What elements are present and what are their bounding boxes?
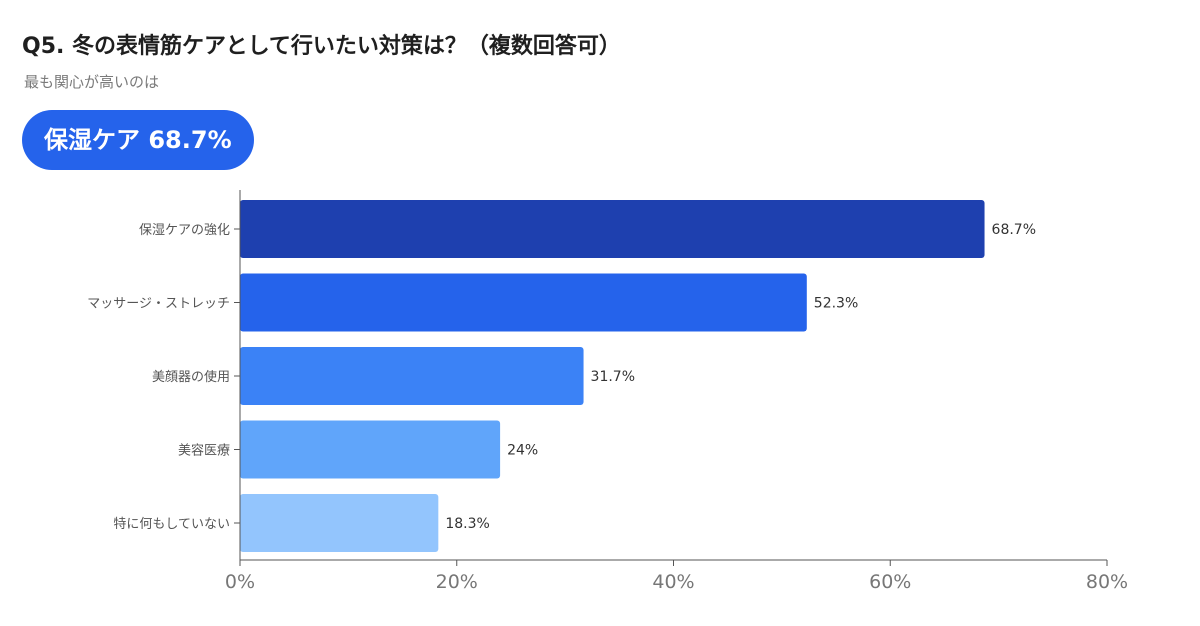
bar: [240, 420, 501, 479]
category-label: 美顔器の使用: [152, 369, 230, 385]
category-label: 特に何もしていない: [113, 516, 230, 532]
value-label: 52.3%: [814, 296, 858, 312]
value-label: 24%: [507, 443, 538, 459]
category-label: 美容医療: [178, 443, 230, 459]
bar: [240, 200, 985, 258]
bar: [240, 273, 807, 332]
value-label: 31.7%: [591, 369, 635, 385]
bar: [240, 494, 439, 552]
chart-title: Q5. 冬の表情筋ケアとして行いたい対策は？（複数回答可）: [22, 34, 621, 59]
value-label: 18.3%: [445, 516, 489, 532]
x-tick-label: 60%: [869, 571, 911, 593]
bars-layer: 68.7% 52.3% 31.7% 24% 18.3%: [240, 200, 1036, 552]
x-tick-label: 20%: [436, 571, 478, 593]
category-label: マッサージ・ストレッチ: [87, 297, 230, 312]
x-tick-label: 0%: [225, 571, 255, 593]
highlight-badge: 保湿ケア 68.7%: [22, 110, 254, 170]
chart-subtitle: 最も関心が高いのは: [24, 73, 160, 91]
x-tick-label: 80%: [1086, 571, 1128, 593]
x-tick-label: 40%: [652, 571, 694, 593]
bar: [240, 347, 584, 405]
value-label: 68.7%: [992, 222, 1036, 238]
category-label: 保湿ケアの強化: [139, 223, 230, 238]
